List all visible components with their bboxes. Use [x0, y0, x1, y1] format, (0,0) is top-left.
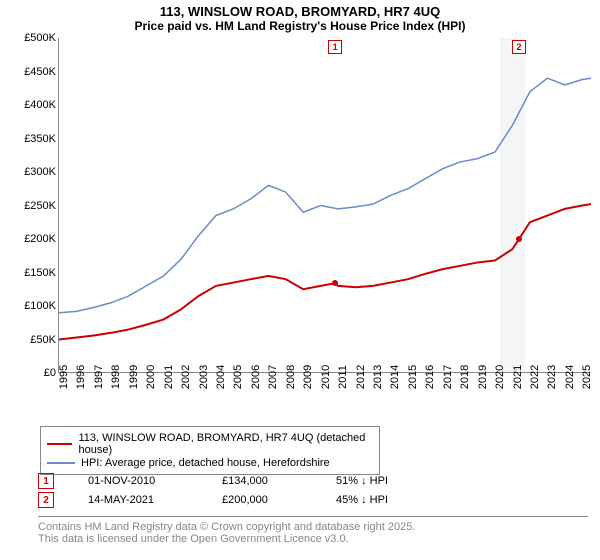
footer: Contains HM Land Registry data © Crown c…	[38, 516, 588, 545]
legend-label: HPI: Average price, detached house, Here…	[81, 457, 330, 469]
x-tick-label: 2006	[250, 365, 262, 389]
event-badge: 2	[38, 492, 54, 508]
event-flag: 1	[328, 40, 342, 54]
x-tick-label: 2024	[564, 365, 576, 389]
x-tick-label: 1998	[110, 365, 122, 389]
data-marker	[516, 236, 522, 242]
y-tick-label: £250K	[24, 200, 56, 212]
x-tick-label: 2001	[163, 365, 175, 389]
legend-item: 113, WINSLOW ROAD, BROMYARD, HR7 4UQ (de…	[47, 432, 373, 456]
footer-line2: This data is licensed under the Open Gov…	[38, 533, 588, 545]
x-tick-label: 2015	[407, 365, 419, 389]
y-tick-label: £200K	[24, 233, 56, 245]
y-tick-label: £450K	[24, 66, 56, 78]
y-tick-label: £300K	[24, 166, 56, 178]
x-tick-label: 2017	[442, 365, 454, 389]
footer-line1: Contains HM Land Registry data © Crown c…	[38, 521, 588, 533]
event-price: £134,000	[222, 475, 302, 487]
plot-region: 12	[58, 38, 590, 373]
event-date: 14-MAY-2021	[88, 494, 188, 506]
x-tick-label: 2023	[546, 365, 558, 389]
x-tick-label: 2014	[389, 365, 401, 389]
x-tick-label: 2002	[180, 365, 192, 389]
y-tick-label: £50K	[30, 334, 56, 346]
legend-item: HPI: Average price, detached house, Here…	[47, 457, 373, 469]
x-tick-label: 2005	[232, 365, 244, 389]
event-delta: 51% ↓ HPI	[336, 475, 388, 487]
event-row: 2 14-MAY-2021 £200,000 45% ↓ HPI	[38, 492, 588, 508]
x-tick-label: 2003	[198, 365, 210, 389]
title-line1: 113, WINSLOW ROAD, BROMYARD, HR7 4UQ	[0, 4, 600, 19]
series-red	[59, 204, 591, 339]
event-badge: 1	[38, 473, 54, 489]
legend-swatch	[47, 462, 75, 464]
y-axis: £0£50K£100K£150K£200K£250K£300K£350K£400…	[10, 38, 58, 373]
event-flag: 2	[512, 40, 526, 54]
y-tick-label: £500K	[24, 32, 56, 44]
x-tick-label: 2011	[337, 365, 349, 389]
chart-area: £0 £50K £100K £150K £200K £250K £300K £350K £400…	[10, 38, 590, 398]
chart-svg	[59, 38, 591, 373]
x-tick-label: 2007	[267, 365, 279, 389]
x-tick-label: 2013	[372, 365, 384, 389]
y-tick-label: £100K	[24, 300, 56, 312]
x-tick-label: 2025	[581, 365, 593, 389]
x-tick-label: 2020	[494, 365, 506, 389]
x-tick-label: 2008	[285, 365, 297, 389]
x-tick-label: 1996	[75, 365, 87, 389]
x-tick-label: 2009	[302, 365, 314, 389]
series-blue	[59, 78, 591, 313]
x-tick-label: 1995	[58, 365, 70, 389]
event-price: £200,000	[222, 494, 302, 506]
x-tick-label: 2000	[145, 365, 157, 389]
chart-titles: 113, WINSLOW ROAD, BROMYARD, HR7 4UQ Pri…	[0, 0, 600, 37]
event-table: 1 01-NOV-2010 £134,000 51% ↓ HPI 2 14-MAY-202…	[38, 470, 588, 511]
event-delta: 45% ↓ HPI	[336, 494, 388, 506]
legend-label: 113, WINSLOW ROAD, BROMYARD, HR7 4UQ (de…	[78, 432, 373, 456]
x-tick-label: 2022	[529, 365, 541, 389]
y-tick-label: £0	[44, 367, 56, 379]
event-date: 01-NOV-2010	[88, 475, 188, 487]
data-marker	[332, 280, 338, 286]
y-tick-label: £350K	[24, 133, 56, 145]
y-tick-label: £150K	[24, 267, 56, 279]
x-tick-label: 1999	[128, 365, 140, 389]
x-tick-label: 2012	[355, 365, 367, 389]
x-tick-label: 1997	[93, 365, 105, 389]
legend-swatch	[47, 443, 72, 445]
x-tick-label: 2016	[424, 365, 436, 389]
x-axis: 1995199619971998199920002001200220032004…	[58, 373, 590, 398]
title-line2: Price paid vs. HM Land Registry's House …	[0, 19, 600, 33]
x-tick-label: 2019	[477, 365, 489, 389]
x-tick-label: 2004	[215, 365, 227, 389]
legend: 113, WINSLOW ROAD, BROMYARD, HR7 4UQ (de…	[40, 426, 380, 475]
y-tick-label: £400K	[24, 99, 56, 111]
x-tick-label: 2021	[512, 365, 524, 389]
x-tick-label: 2018	[459, 365, 471, 389]
x-tick-label: 2010	[320, 365, 332, 389]
event-row: 1 01-NOV-2010 £134,000 51% ↓ HPI	[38, 473, 588, 489]
